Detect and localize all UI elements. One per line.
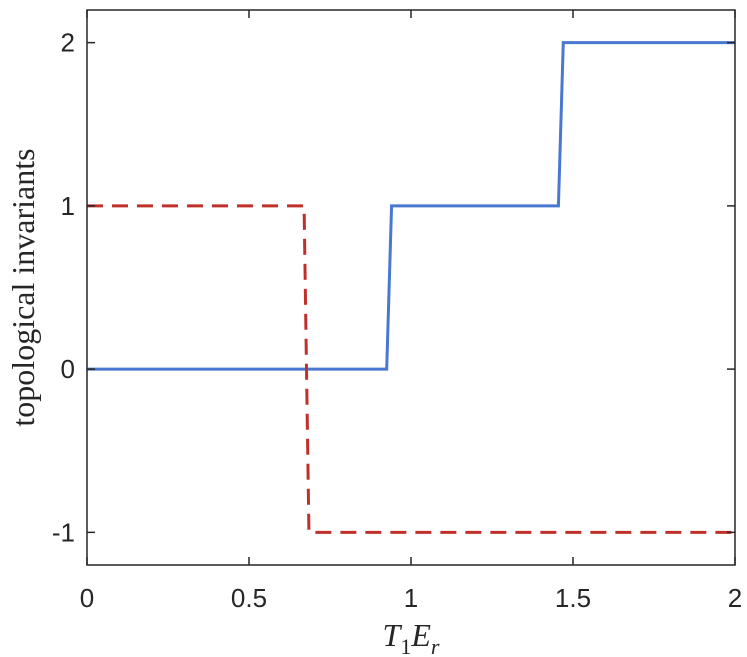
x-axis-title: T1Er — [383, 617, 440, 657]
x-axis-title-sub1: 1 — [400, 634, 411, 657]
plot-frame — [86, 9, 736, 566]
y-tick-label: -1 — [52, 517, 75, 547]
x-tick-label: 1 — [404, 583, 418, 613]
x-axis-title-main2: E — [410, 617, 431, 653]
x-tick-label: 0.5 — [231, 583, 267, 613]
x-tick-label: 1.5 — [555, 583, 591, 613]
y-tick-label: 2 — [61, 28, 75, 58]
series-line-2 — [87, 204, 735, 534]
ticks-layer: 0 0.5 1 1.5 2 -1 0 1 2 — [52, 10, 742, 613]
x-tick-label: 2 — [728, 583, 742, 613]
x-axis-title-main: T — [383, 617, 403, 653]
x-tick-label: 0 — [80, 583, 94, 613]
series-layer — [87, 41, 735, 534]
y-axis-title: topological invariants — [5, 148, 41, 426]
series-line-1 — [87, 41, 735, 371]
y-tick-label: 1 — [61, 191, 75, 221]
x-axis-title-sub2: r — [431, 634, 440, 657]
y-tick-label: 0 — [61, 354, 75, 384]
